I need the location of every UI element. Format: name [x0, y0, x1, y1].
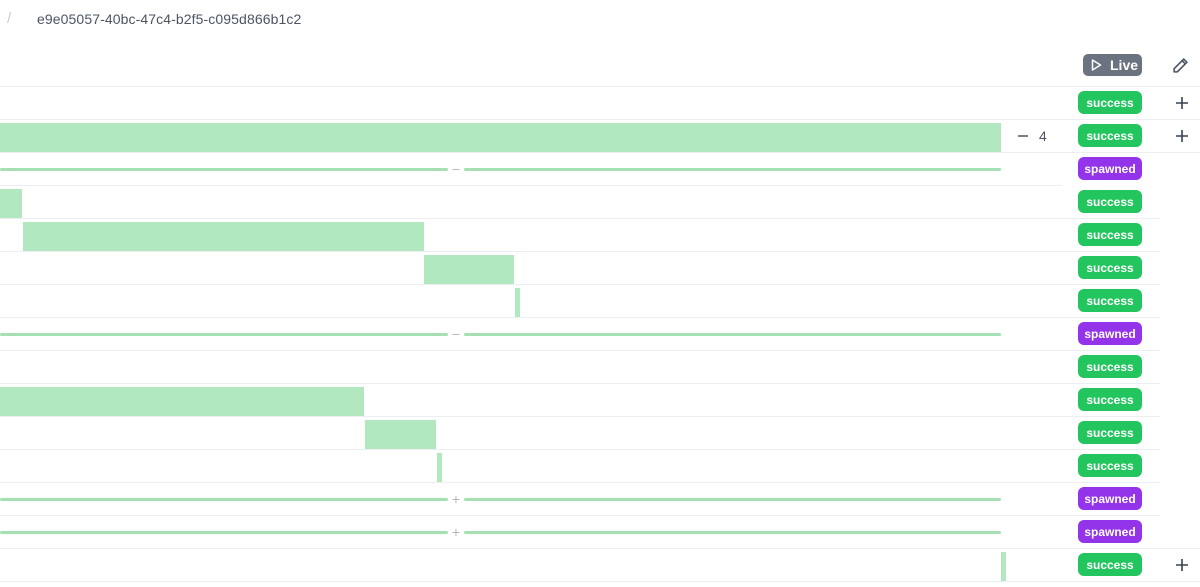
timeline-row[interactable]: success — [0, 351, 1200, 384]
timeline-row[interactable]: + spawned — [0, 516, 1200, 549]
timeline-row[interactable]: success — [0, 417, 1200, 450]
row-divider — [0, 152, 1200, 153]
duration-bar[interactable] — [1001, 552, 1006, 581]
status-badge: success — [1078, 553, 1142, 576]
spawn-line — [0, 168, 448, 171]
duration-bar[interactable] — [0, 189, 22, 218]
status-badge: success — [1078, 388, 1142, 411]
status-badge: success — [1078, 454, 1142, 477]
timeline-row[interactable]: success — [0, 186, 1200, 219]
row-divider — [0, 383, 1160, 384]
duration-bar[interactable] — [437, 453, 442, 482]
row-divider — [0, 515, 1160, 516]
row-divider — [0, 581, 1200, 582]
spawn-line — [0, 498, 448, 501]
live-button-label: Live — [1110, 57, 1139, 73]
row-divider — [0, 350, 1160, 351]
toolbar: Live — [0, 48, 1200, 87]
minus-icon[interactable] — [1017, 130, 1029, 142]
row-divider — [0, 119, 1200, 120]
spawn-line — [0, 531, 448, 534]
spawn-line — [464, 498, 1001, 501]
timeline-row[interactable]: 4 success — [0, 120, 1200, 153]
status-badge: success — [1078, 91, 1142, 114]
row-divider — [0, 449, 1160, 450]
status-badge: spawned — [1078, 322, 1142, 345]
breadcrumb-run-id[interactable]: e9e05057-40bc-47c4-b2f5-c095d866b1c2 — [37, 11, 302, 27]
pencil-icon[interactable] — [1172, 57, 1189, 74]
collapse-control[interactable]: 4 — [1017, 126, 1047, 146]
breadcrumb: / e9e05057-40bc-47c4-b2f5-c095d866b1c2 — [0, 0, 1200, 40]
collapse-marker[interactable]: − — [451, 161, 461, 177]
plus-icon[interactable] — [1173, 556, 1191, 574]
row-divider — [0, 317, 1160, 318]
child-count: 4 — [1039, 128, 1047, 144]
row-divider — [0, 185, 1062, 186]
plus-icon[interactable] — [1173, 94, 1191, 112]
status-badge: spawned — [1078, 520, 1142, 543]
plus-icon[interactable] — [1173, 127, 1191, 145]
expand-marker[interactable]: + — [451, 491, 461, 507]
timeline-row[interactable]: success — [0, 252, 1200, 285]
timeline-row[interactable]: success — [0, 219, 1200, 252]
collapse-marker[interactable]: − — [451, 326, 461, 342]
status-badge: success — [1078, 223, 1142, 246]
duration-bar[interactable] — [0, 123, 1001, 152]
row-divider — [0, 218, 1160, 219]
spawn-line — [464, 531, 1001, 534]
duration-bar[interactable] — [0, 387, 364, 416]
play-icon — [1091, 59, 1102, 71]
toolbar-divider — [0, 86, 1200, 87]
status-badge: spawned — [1078, 157, 1142, 180]
status-badge: success — [1078, 355, 1142, 378]
duration-bar[interactable] — [424, 255, 514, 284]
row-divider — [0, 284, 1160, 285]
expand-marker[interactable]: + — [451, 524, 461, 540]
row-divider — [0, 251, 1160, 252]
breadcrumb-separator: / — [7, 10, 12, 27]
timeline-row[interactable]: success — [0, 549, 1200, 582]
spawn-line — [0, 333, 448, 336]
spawn-line — [464, 333, 1001, 336]
status-badge: success — [1078, 190, 1142, 213]
status-badge: success — [1078, 421, 1142, 444]
duration-bar[interactable] — [365, 420, 436, 449]
duration-bar[interactable] — [515, 288, 520, 317]
status-badge: success — [1078, 289, 1142, 312]
timeline-row[interactable]: − spawned — [0, 153, 1200, 186]
live-button[interactable]: Live — [1083, 54, 1142, 76]
row-divider — [0, 416, 1160, 417]
status-badge: spawned — [1078, 487, 1142, 510]
timeline-row[interactable]: success — [0, 285, 1200, 318]
status-badge: success — [1078, 256, 1142, 279]
status-badge: success — [1078, 124, 1142, 147]
timeline-row[interactable]: success — [0, 384, 1200, 417]
spawn-line — [464, 168, 1001, 171]
timeline-row[interactable]: − spawned — [0, 318, 1200, 351]
row-divider — [0, 482, 1160, 483]
timeline-row[interactable]: success — [0, 450, 1200, 483]
timeline-row[interactable]: + spawned — [0, 483, 1200, 516]
timeline-row[interactable]: success — [0, 87, 1200, 120]
row-divider — [0, 548, 1200, 549]
duration-bar[interactable] — [23, 222, 424, 251]
